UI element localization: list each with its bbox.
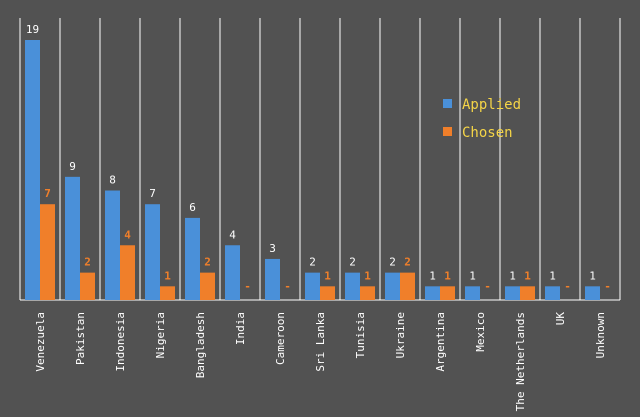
x-tick-label-pakistan: Pakistan [74,312,87,365]
value-label-applied-indonesia: 8 [109,174,116,187]
value-label-chosen-the-netherlands: 1 [524,269,531,282]
bar-applied-mexico [465,286,480,300]
value-label-applied-bangladesh: 6 [189,201,196,214]
x-tick-label-the-netherlands: The Netherlands [514,312,527,411]
x-tick-label-bangladesh: Bangladesh [194,312,207,378]
bar-applied-unknown [585,286,600,300]
value-label-applied-tunisia: 2 [349,256,356,269]
bar-applied-bangladesh [185,217,200,300]
x-tick-label-indonesia: Indonesia [114,312,127,372]
x-tick-labels: Venezuela Pakistan Indonesia Nigeria Banglad… [34,312,607,412]
bar-applied-pakistan [65,176,80,300]
bar-applied-india [225,245,240,300]
value-label-applied-argentina: 1 [429,269,436,282]
legend-label-chosen: Chosen [462,125,513,141]
value-label-applied-india: 4 [229,228,236,241]
value-label-applied-uk: 1 [549,269,556,282]
bar-chosen-sri-lanka [320,286,335,300]
value-label-chosen-pakistan: 2 [84,256,91,269]
value-label-chosen-mexico: - [484,280,491,293]
bar-chosen-ukraine [400,272,415,300]
value-label-applied-mexico: 1 [469,269,476,282]
legend-swatch-applied [443,99,452,108]
bar-applied-indonesia [105,190,120,300]
value-label-chosen-uk: - [564,280,571,293]
x-tick-label-india: India [234,312,247,345]
bar-chosen-the-netherlands [520,286,535,300]
value-label-chosen-argentina: 1 [444,269,451,282]
bar-applied-tunisia [345,272,360,300]
value-label-applied-venezuela: 19 [26,23,39,36]
bar-applied-sri-lanka [305,272,320,300]
x-tick-label-cameroon: Cameroon [274,312,287,365]
value-label-chosen-unknown: - [604,280,611,293]
legend-label-applied: Applied [462,97,521,113]
legend: Applied Chosen [443,97,521,141]
value-label-chosen-ukraine: 2 [404,256,411,269]
bar-chosen-indonesia [120,245,135,300]
value-label-chosen-venezuela: 7 [44,187,51,200]
bar-applied-argentina [425,286,440,300]
x-tick-label-uk: UK [554,312,567,326]
bars [25,40,600,300]
value-label-chosen-india: - [244,280,251,293]
x-tick-label-venezuela: Venezuela [34,312,47,372]
value-label-applied-ukraine: 2 [389,256,396,269]
x-tick-label-sri-lanka: Sri Lanka [314,312,327,372]
value-label-chosen-bangladesh: 2 [204,256,211,269]
value-label-applied-pakistan: 9 [69,160,76,173]
bar-chosen-nigeria [160,286,175,300]
bar-chosen-tunisia [360,286,375,300]
value-label-applied-sri-lanka: 2 [309,256,316,269]
value-label-applied-the-netherlands: 1 [509,269,516,282]
x-tick-label-mexico: Mexico [474,312,487,352]
value-label-chosen-cameroon: - [284,280,291,293]
value-label-chosen-tunisia: 1 [364,269,371,282]
x-tick-label-tunisia: Tunisia [354,312,367,358]
bar-chosen-argentina [440,286,455,300]
x-tick-label-ukraine: Ukraine [394,312,407,358]
x-tick-label-argentina: Argentina [434,312,447,372]
value-label-chosen-nigeria: 1 [164,269,171,282]
value-label-applied-cameroon: 3 [269,242,276,255]
bar-applied-ukraine [385,272,400,300]
bar-applied-nigeria [145,204,160,300]
x-tick-label-nigeria: Nigeria [154,312,167,358]
bar-chosen-bangladesh [200,272,215,300]
bar-applied-uk [545,286,560,300]
value-label-applied-nigeria: 7 [149,187,156,200]
x-tick-label-unknown: Unknown [594,312,607,358]
legend-swatch-chosen [443,127,452,136]
value-label-applied-unknown: 1 [589,269,596,282]
bar-chosen-pakistan [80,272,95,300]
value-label-chosen-sri-lanka: 1 [324,269,331,282]
bar-applied-cameroon [265,258,280,300]
bar-applied-venezuela [25,40,40,300]
bar-chosen-venezuela [40,204,55,300]
bar-applied-the-netherlands [505,286,520,300]
value-label-chosen-indonesia: 4 [124,228,131,241]
